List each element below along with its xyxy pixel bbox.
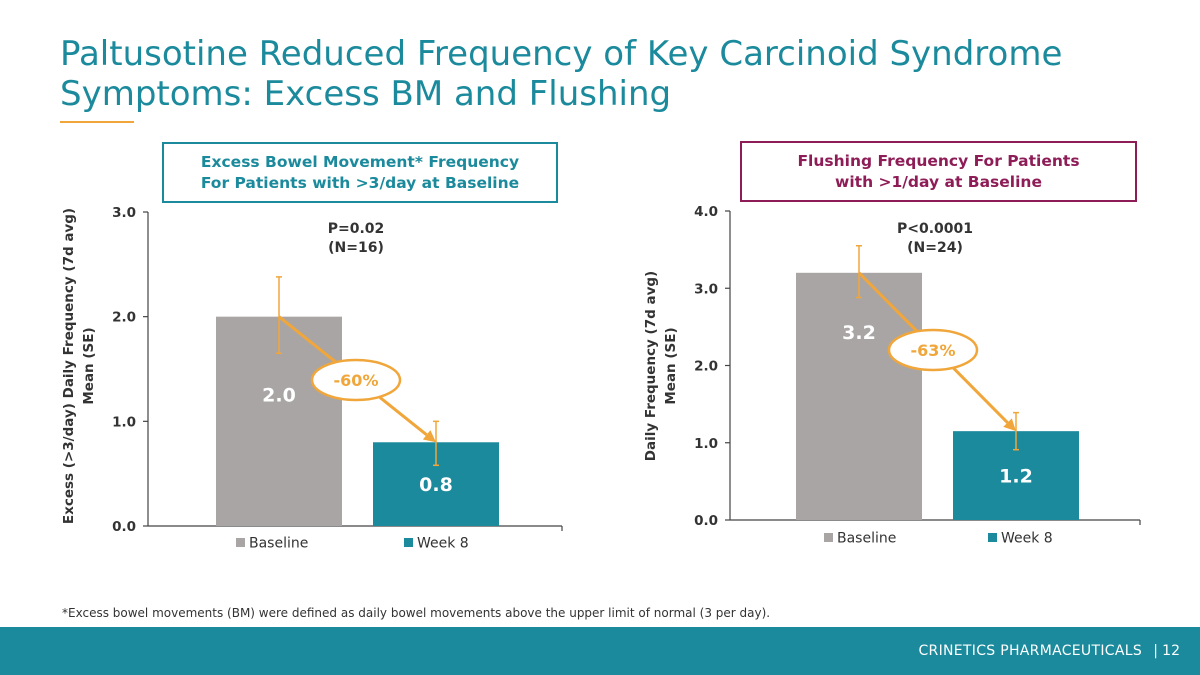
p-value-label: P=0.02 <box>328 221 385 237</box>
footer-company-name: CRINETICS PHARMACEUTICALS <box>918 643 1142 659</box>
bar-value-label: 2.0 <box>262 385 296 407</box>
change-badge <box>887 328 979 372</box>
n-label: (N=16) <box>328 240 384 256</box>
title-underline <box>60 121 134 123</box>
legend-swatch <box>988 533 997 542</box>
page-number: 12 <box>1162 643 1180 659</box>
y-tick-label: 1.0 <box>694 436 718 452</box>
y-tick-label: 3.0 <box>112 205 136 221</box>
legend-swatch <box>404 538 413 547</box>
y-axis-label-line2: Mean (SE) <box>663 327 679 404</box>
legend-label: Baseline <box>249 536 308 552</box>
legend-label: Week 8 <box>1001 531 1053 547</box>
y-axis-label-line1: Daily Frequency (7d avg) <box>643 271 659 461</box>
slide-title: Paltusotine Reduced Frequency of Key Car… <box>60 34 1063 114</box>
legend-label: Baseline <box>837 531 896 547</box>
y-tick-label: 4.0 <box>694 204 718 220</box>
y-tick-label: 2.0 <box>694 359 718 375</box>
change-percent-label: -63% <box>911 341 956 360</box>
y-axis-label-line2: Mean (SE) <box>81 327 97 404</box>
p-value-label: P<0.0001 <box>897 221 973 237</box>
legend-swatch <box>236 538 245 547</box>
change-percent-label: -60% <box>334 371 379 390</box>
chart-1: 0.0 1.0 2.0 3.0 Excess (>3/day) Daily Freque… <box>61 205 563 552</box>
legend-label: Week 8 <box>417 536 469 552</box>
legend-swatch <box>824 533 833 542</box>
n-label: (N=24) <box>907 240 963 256</box>
y-axis-label-line1: Excess (>3/day) Daily Frequency (7d avg) <box>61 208 77 524</box>
change-arrow-head <box>422 430 436 443</box>
y-axis-label: Excess (>3/day) Daily Frequency (7d avg)… <box>61 208 97 524</box>
bar-value-label: 0.8 <box>419 474 453 496</box>
y-tick-label: 3.0 <box>694 281 718 297</box>
y-axis-label: Daily Frequency (7d avg) Mean (SE) <box>643 271 679 461</box>
bar-baseline <box>796 272 922 520</box>
change-badge <box>310 358 402 402</box>
chart-title-excess-bm: Excess Bowel Movement* Frequency For Pat… <box>162 142 558 203</box>
y-tick-label: 2.0 <box>112 310 136 326</box>
change-arrow-head <box>1003 418 1016 432</box>
y-tick-label: 0.0 <box>112 519 136 535</box>
chart-2: 0.0 1.0 2.0 3.0 4.0 Daily Frequency (7d avg) M… <box>643 204 1141 547</box>
chart-title-flushing: Flushing Frequency For Patients with >1/… <box>740 141 1137 202</box>
bar-value-label: 3.2 <box>842 322 876 344</box>
bar-value-label: 1.2 <box>999 466 1033 488</box>
footer-separator: | <box>1153 643 1158 659</box>
y-tick-label: 0.0 <box>694 513 718 529</box>
y-tick-label: 1.0 <box>112 414 136 430</box>
footnote: *Excess bowel movements (BM) were define… <box>62 606 771 620</box>
footer-bar: CRINETICS PHARMACEUTICALS | 12 <box>0 627 1200 675</box>
